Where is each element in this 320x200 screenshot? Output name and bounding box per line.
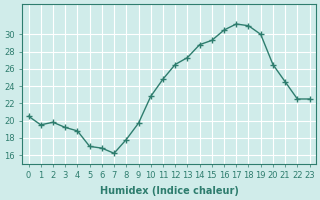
X-axis label: Humidex (Indice chaleur): Humidex (Indice chaleur)	[100, 186, 238, 196]
